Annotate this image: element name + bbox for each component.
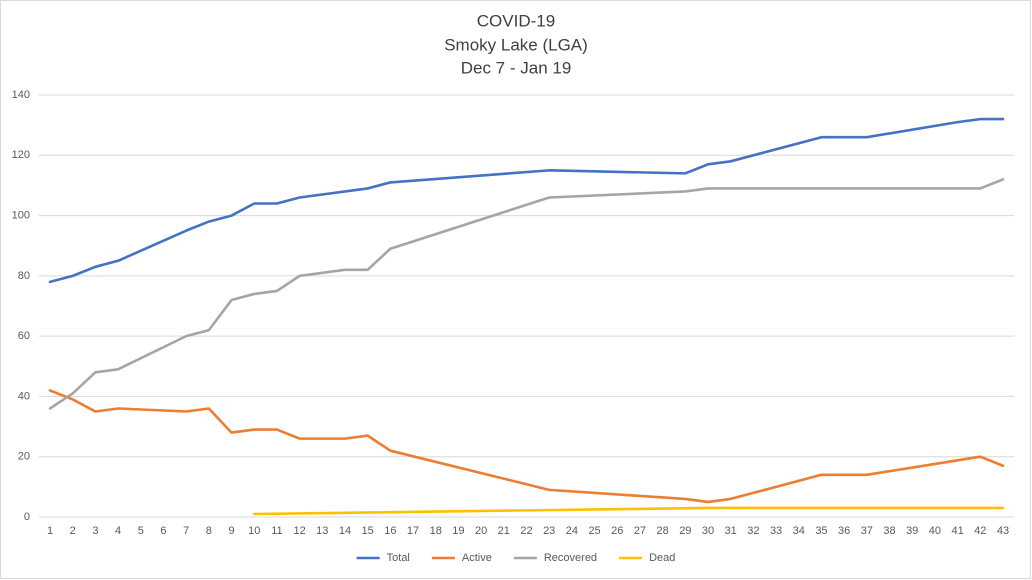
- x-tick-label: 19: [452, 525, 464, 537]
- x-tick-label: 32: [747, 525, 759, 537]
- x-tick-label: 1: [47, 525, 53, 537]
- y-tick-label: 80: [18, 270, 30, 282]
- x-tick-label: 39: [906, 525, 918, 537]
- x-tick-label: 30: [702, 525, 714, 537]
- x-tick-label: 38: [883, 525, 895, 537]
- x-tick-label: 34: [793, 525, 805, 537]
- x-tick-label: 41: [951, 525, 963, 537]
- x-tick-label: 11: [271, 525, 282, 537]
- legend-label: Active: [462, 552, 492, 564]
- x-tick-label: 40: [929, 525, 941, 537]
- series-line: [48, 389, 1005, 504]
- chart-subtitle: Smoky Lake (LGA): [444, 35, 588, 54]
- y-tick-label: 60: [18, 330, 30, 342]
- y-tick-label: 20: [18, 451, 30, 463]
- x-tick-label: 25: [588, 525, 600, 537]
- x-tick-label: 6: [160, 525, 166, 537]
- x-tick-label: 36: [838, 525, 850, 537]
- x-tick-label: 12: [293, 525, 305, 537]
- x-tick-label: 5: [138, 525, 144, 537]
- x-tick-label: 28: [657, 525, 669, 537]
- x-tick-label: 21: [498, 525, 510, 537]
- x-tick-label: 16: [384, 525, 396, 537]
- x-tick-label: 8: [206, 525, 212, 537]
- x-tick-label: 29: [679, 525, 691, 537]
- x-tick-label: 4: [115, 525, 121, 537]
- legend-label: Total: [387, 552, 410, 564]
- legend-item: Dead: [619, 552, 675, 564]
- y-tick-label: 140: [12, 89, 30, 101]
- x-tick-label: 13: [316, 525, 328, 537]
- x-tick-label: 23: [543, 525, 555, 537]
- series-line: [48, 178, 1005, 410]
- x-tick-label: 26: [611, 525, 623, 537]
- x-tick-label: 15: [362, 525, 374, 537]
- x-tick-label: 33: [770, 525, 782, 537]
- series-line: [252, 506, 1005, 516]
- legend-label: Recovered: [544, 552, 597, 564]
- x-tick-label: 20: [475, 525, 487, 537]
- x-tick-label: 2: [70, 525, 76, 537]
- x-tick-label: 18: [430, 525, 442, 537]
- y-tick-label: 0: [24, 511, 30, 523]
- x-tick-label: 22: [520, 525, 532, 537]
- x-tick-label: 3: [92, 525, 98, 537]
- y-tick-label: 100: [12, 209, 30, 221]
- chart-date-range: Dec 7 - Jan 19: [461, 58, 572, 77]
- legend-item: Recovered: [513, 552, 597, 564]
- x-tick-label: 24: [566, 525, 578, 537]
- legend-label: Dead: [649, 552, 675, 564]
- x-tick-label: 7: [183, 525, 189, 537]
- x-tick-label: 42: [974, 525, 986, 537]
- x-tick-label: 10: [248, 525, 260, 537]
- x-tick-label: 37: [861, 525, 873, 537]
- legend-item: Total: [356, 552, 410, 564]
- y-tick-label: 40: [18, 390, 30, 402]
- x-tick-label: 31: [725, 525, 737, 537]
- chart-title: COVID-19: [477, 11, 555, 30]
- legend-item: Active: [431, 552, 492, 564]
- x-tick-label: 9: [228, 525, 234, 537]
- x-tick-label: 35: [815, 525, 827, 537]
- x-tick-label: 14: [339, 525, 351, 537]
- x-tick-label: 27: [634, 525, 646, 537]
- y-tick-label: 120: [12, 149, 30, 161]
- series-line: [48, 117, 1005, 284]
- x-tick-label: 17: [407, 525, 419, 537]
- x-tick-label: 43: [997, 525, 1009, 537]
